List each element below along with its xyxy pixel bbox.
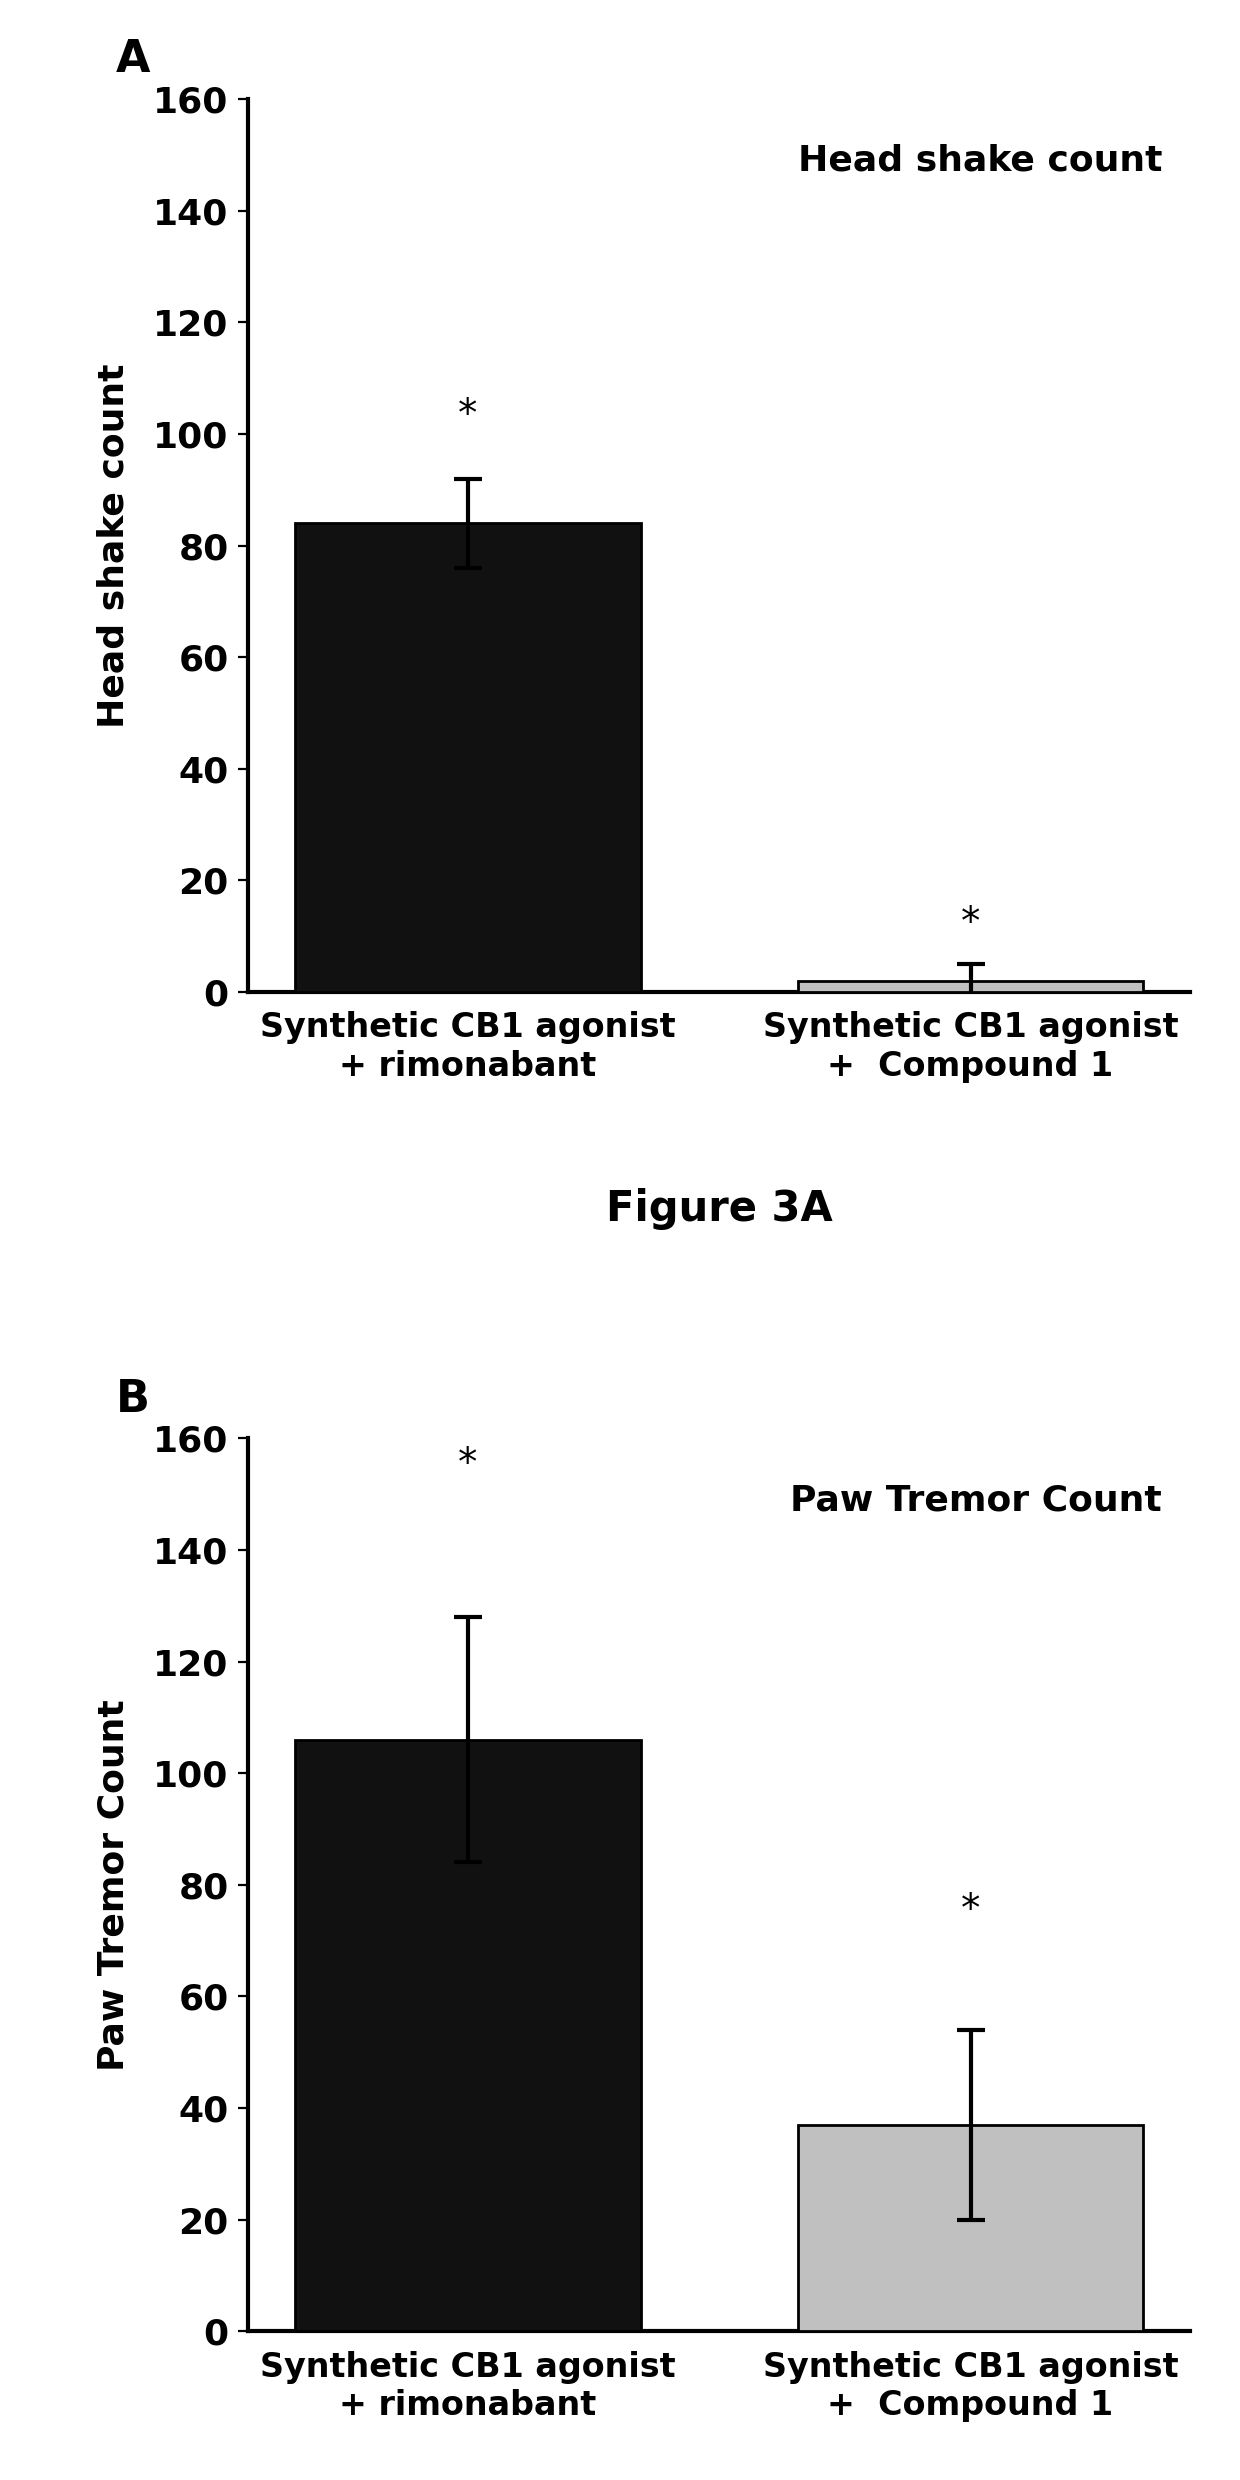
- Text: A: A: [117, 37, 150, 82]
- Bar: [295, 1741, 641, 2331]
- Bar: [295, 523, 641, 992]
- Text: Head shake count: Head shake count: [797, 144, 1162, 179]
- Text: B: B: [117, 1376, 150, 1421]
- Text: *: *: [459, 1446, 477, 1483]
- Bar: [797, 2125, 1143, 2331]
- Y-axis label: Paw Tremor Count: Paw Tremor Count: [97, 1699, 131, 2071]
- Text: *: *: [459, 397, 477, 434]
- Text: *: *: [961, 903, 980, 942]
- Text: Figure 3A: Figure 3A: [606, 1188, 832, 1230]
- Text: Paw Tremor Count: Paw Tremor Count: [790, 1483, 1162, 1518]
- Y-axis label: Head shake count: Head shake count: [97, 365, 131, 727]
- Text: *: *: [961, 1892, 980, 1929]
- Bar: [797, 980, 1143, 992]
